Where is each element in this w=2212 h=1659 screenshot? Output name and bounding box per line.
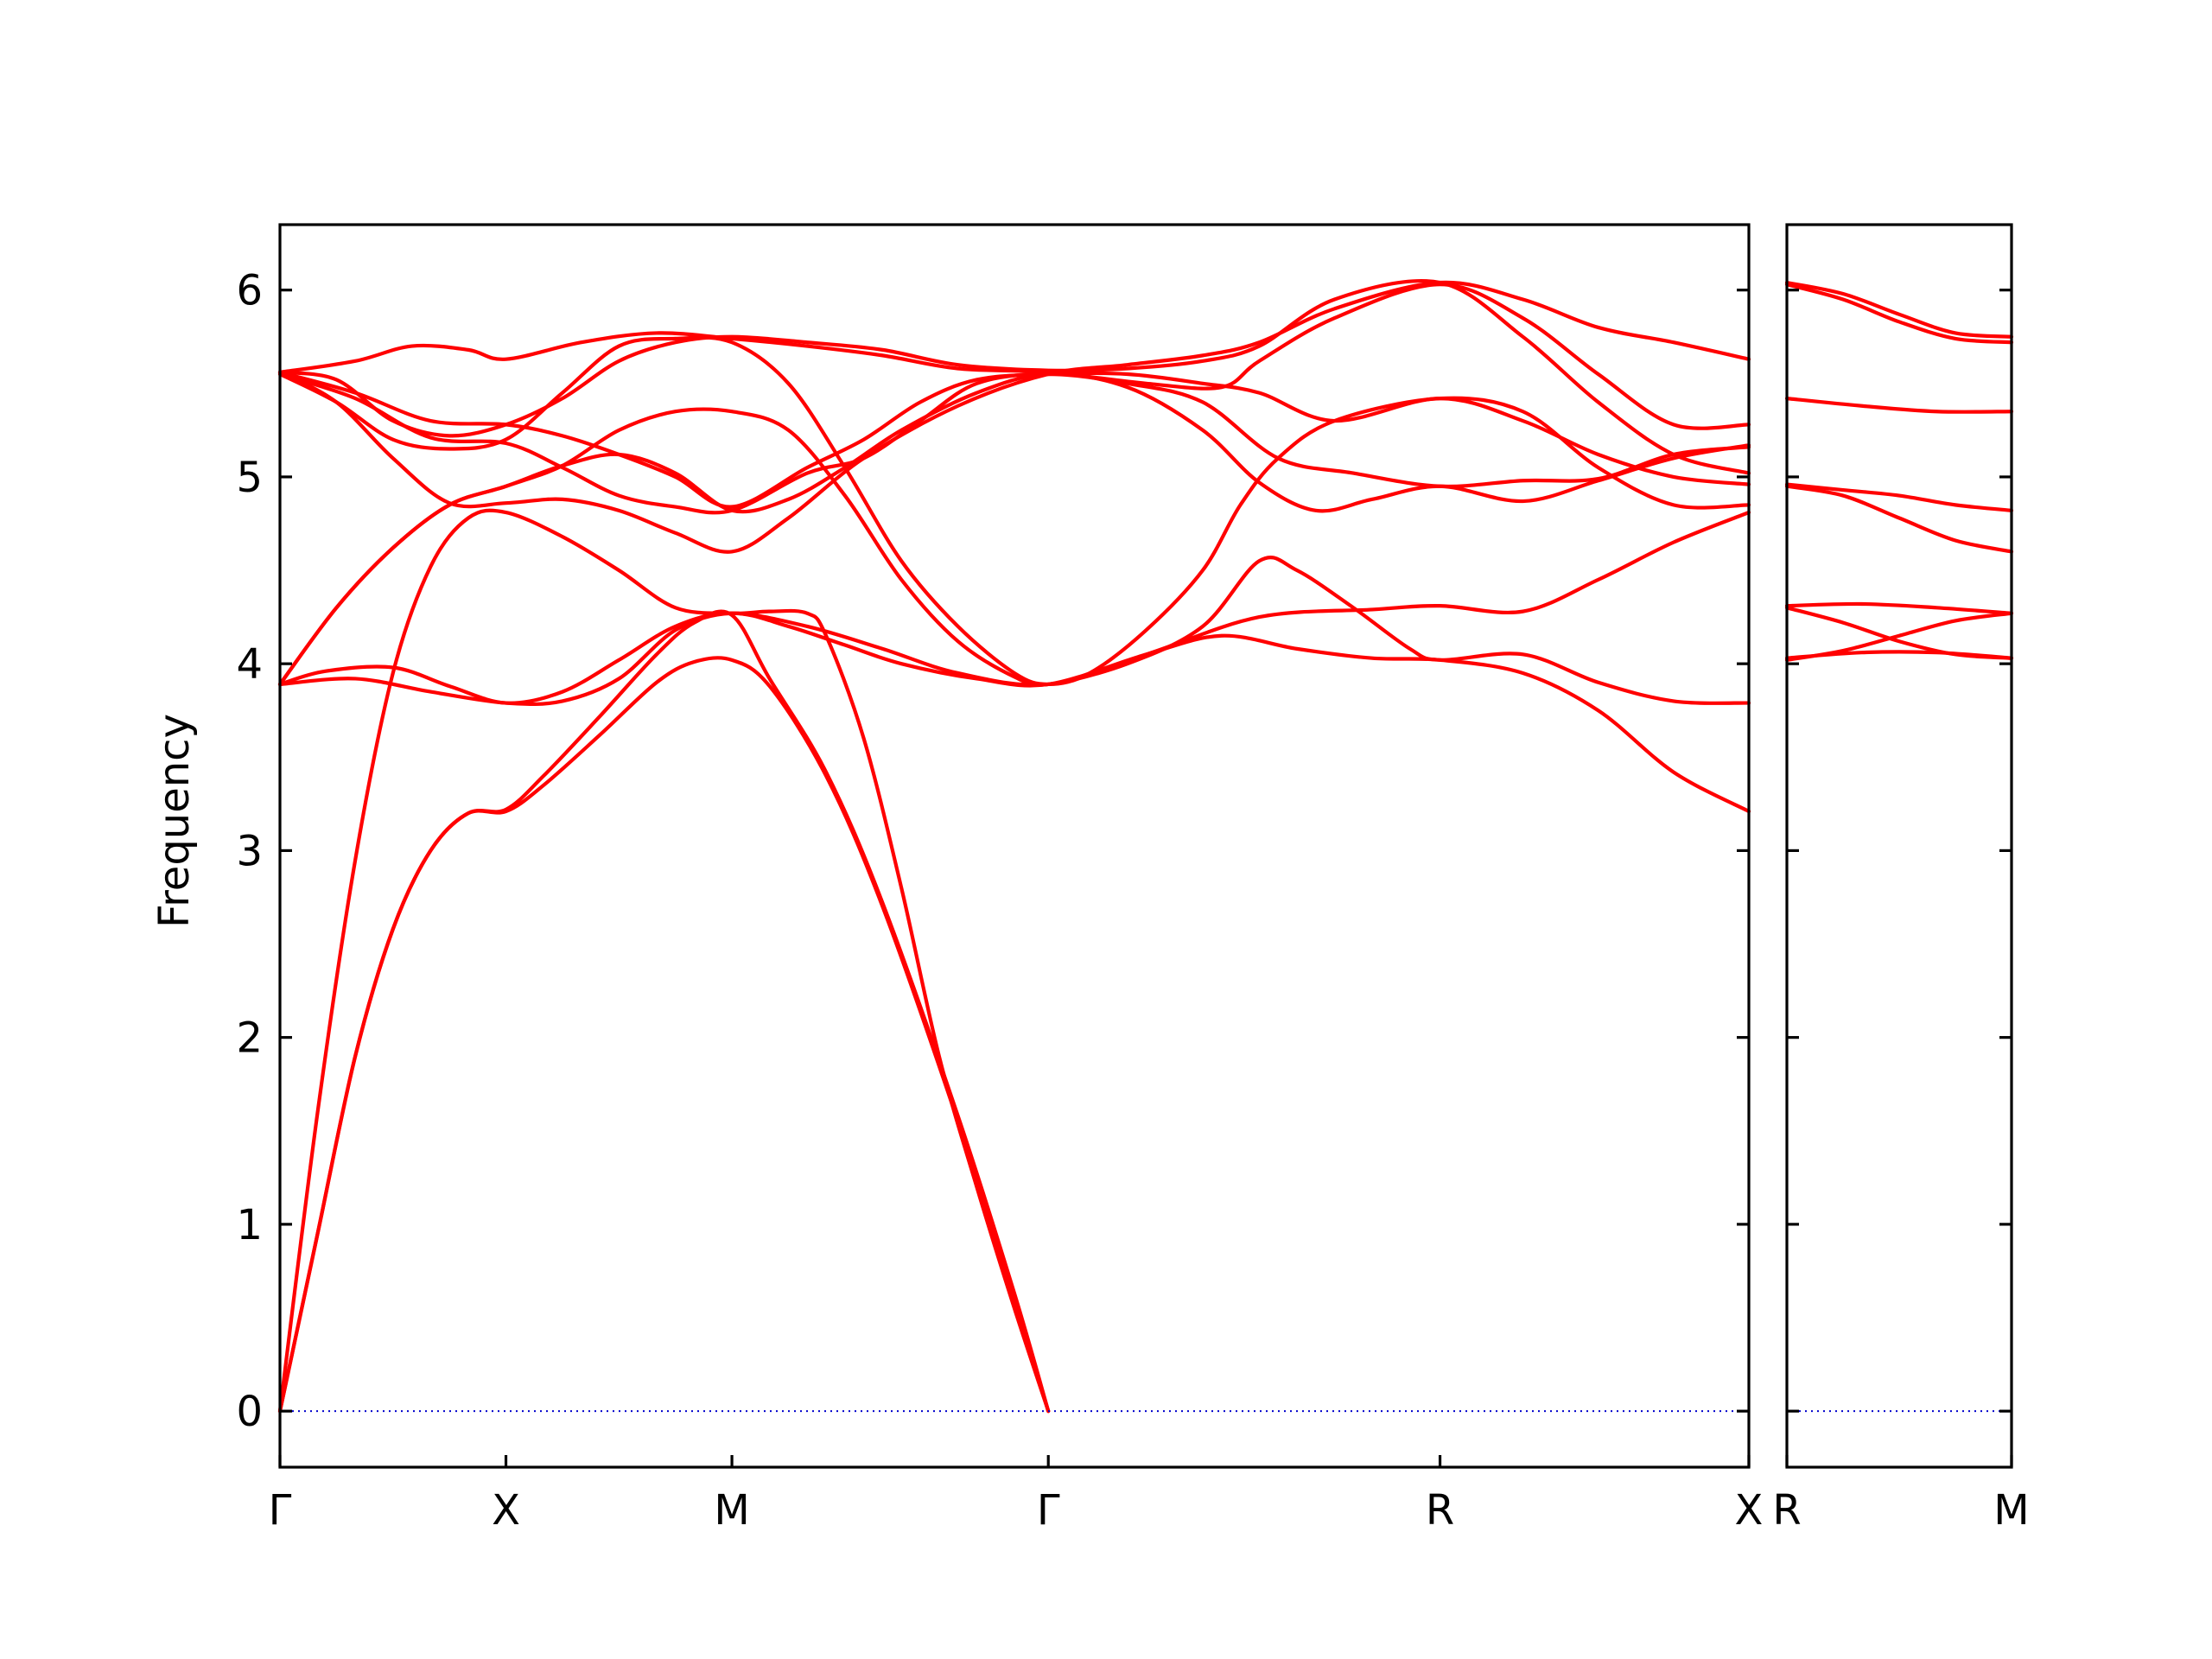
band-line-main-13	[277, 611, 1751, 814]
band-line-right-6	[1784, 601, 2014, 615]
band-line-right-3	[1784, 397, 2014, 414]
y-tick-label-0: 0	[236, 1388, 263, 1436]
panel-frame-main	[278, 223, 1751, 1469]
panel-frame-right	[1785, 223, 2013, 1469]
band-line-main-11	[277, 335, 1751, 687]
x-tick-label-main-4: Γ	[1037, 1486, 1060, 1535]
y-tick-label-2: 2	[236, 1014, 263, 1063]
band-line-main-12	[277, 407, 1751, 705]
band-line-right-9	[1784, 611, 2014, 662]
x-tick-label-right-1: R	[1772, 1486, 1801, 1535]
band-line-main-6	[277, 280, 1751, 554]
x-tick-label-right-2: M	[1993, 1486, 2029, 1535]
band-line-right-5	[1784, 484, 2014, 554]
y-axis-label: Frequency	[150, 714, 199, 928]
y-tick-label-1: 1	[236, 1201, 263, 1249]
y-tick-label-3: 3	[236, 827, 263, 875]
y-tick-label-5: 5	[236, 454, 263, 502]
band-lines	[277, 279, 2014, 1414]
band-line-right-2	[1784, 283, 2014, 345]
x-tick-label-main-5: R	[1426, 1486, 1454, 1535]
band-line-main-7	[277, 372, 1751, 515]
band-line-main-2	[277, 609, 1051, 1414]
band-line-right-1	[1784, 280, 2014, 339]
band-line-main-5	[277, 372, 1751, 687]
band-line-main-8	[277, 370, 1751, 509]
band-line-main-10	[277, 279, 1751, 475]
band-line-main-3	[277, 508, 1051, 1414]
panel-frames	[278, 223, 2013, 1469]
band-line-main-9	[277, 283, 1751, 430]
y-tick-label-6: 6	[236, 267, 263, 315]
y-tick-label-4: 4	[236, 640, 263, 689]
x-tick-label-main-2: X	[492, 1486, 520, 1535]
band-line-right-4	[1784, 482, 2014, 512]
x-tick-label-main-1: Γ	[269, 1486, 292, 1535]
x-tick-label-main-3: M	[714, 1486, 749, 1535]
x-tick-label-main-6: X	[1735, 1486, 1764, 1535]
axis-ticks	[278, 289, 2013, 1467]
